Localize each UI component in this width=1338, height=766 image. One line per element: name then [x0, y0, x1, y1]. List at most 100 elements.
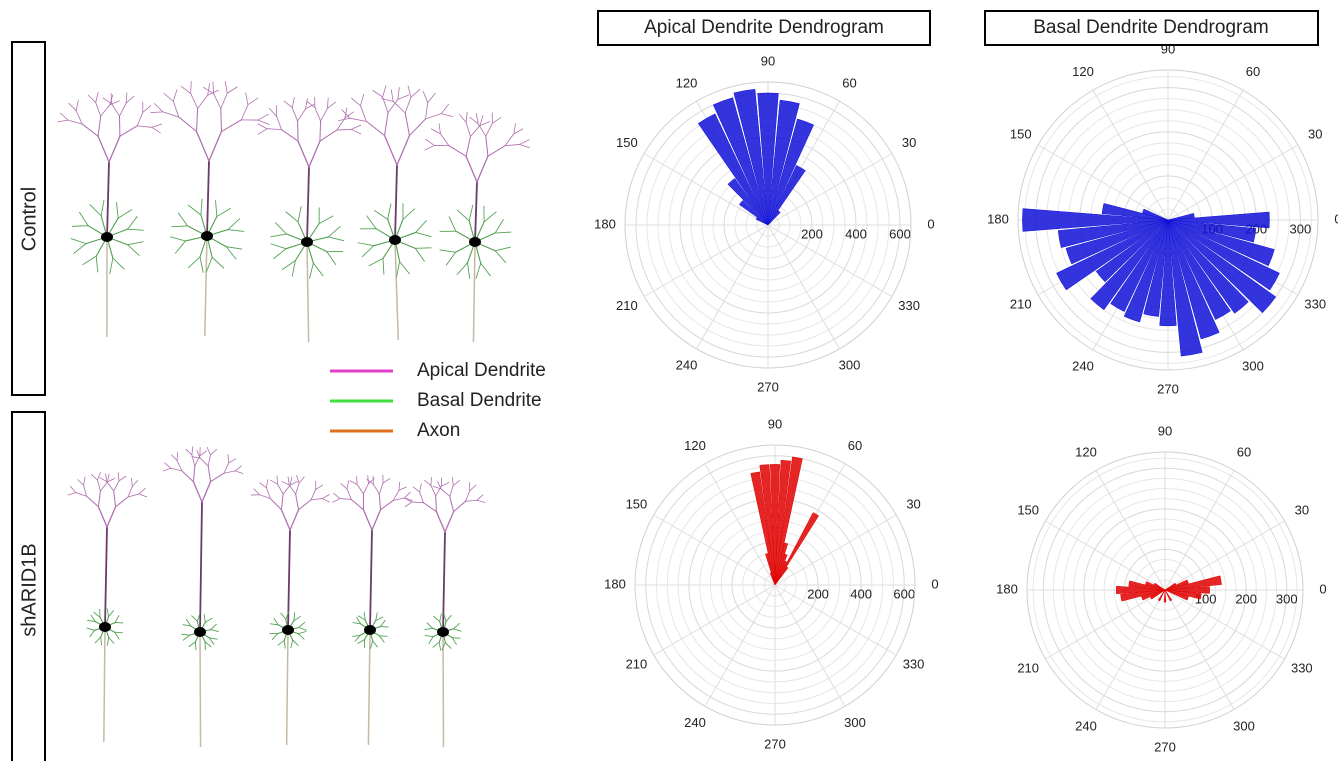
neurite	[381, 500, 394, 509]
neurite	[327, 252, 336, 265]
neurite	[109, 611, 114, 617]
neurite	[281, 494, 283, 510]
neurite	[436, 512, 445, 532]
neurite	[68, 493, 76, 495]
neurite	[296, 494, 299, 510]
neurite	[266, 488, 270, 499]
neurite	[431, 477, 432, 485]
neurite	[408, 86, 411, 98]
neurite	[228, 219, 240, 230]
neurite	[226, 247, 236, 259]
soma	[389, 235, 401, 245]
theta-tick-label: 30	[1308, 126, 1322, 141]
neurite	[109, 637, 114, 643]
neurite	[405, 113, 409, 136]
axon	[287, 630, 288, 745]
apical-trunk	[105, 527, 107, 627]
theta-tick-label: 210	[626, 656, 648, 671]
neurite	[235, 471, 243, 474]
neurite	[132, 480, 138, 486]
neurite	[480, 122, 490, 126]
neurite	[225, 81, 227, 93]
neurite	[441, 482, 448, 486]
neurite	[193, 466, 194, 482]
neurite	[179, 117, 197, 132]
neurite	[385, 136, 397, 165]
neurite	[282, 261, 295, 270]
neurite	[476, 263, 481, 278]
theta-tick-label: 150	[616, 135, 638, 150]
neurite	[270, 480, 277, 484]
neurite	[400, 262, 410, 274]
neurite	[275, 223, 286, 234]
neurite	[367, 216, 376, 229]
neurite	[115, 632, 123, 633]
neurite	[320, 130, 337, 141]
neurite	[278, 640, 284, 645]
theta-tick-label: 330	[1304, 296, 1326, 311]
neurite	[276, 116, 281, 130]
neurite	[189, 642, 195, 647]
neurite	[411, 89, 420, 97]
theta-tick-label: 90	[761, 53, 775, 68]
neurite	[486, 123, 493, 136]
neurite	[366, 121, 384, 135]
neurite	[520, 144, 530, 147]
neurite	[441, 489, 450, 496]
neurite	[114, 481, 119, 491]
neurite	[224, 463, 229, 473]
neurite	[60, 113, 68, 120]
neurite	[71, 239, 86, 244]
neurite	[217, 208, 231, 216]
theta-tick-label: 180	[604, 576, 626, 591]
neurite	[94, 612, 100, 617]
neurite	[226, 247, 242, 249]
spoke	[697, 225, 769, 349]
neurite	[328, 237, 343, 241]
neurite	[327, 98, 328, 108]
neurite	[193, 482, 202, 502]
neurite	[87, 628, 95, 630]
neurite	[316, 485, 323, 489]
neurite	[163, 468, 171, 471]
neurite	[182, 634, 190, 635]
r-tick-label: 400	[850, 586, 872, 601]
neurite	[88, 95, 95, 102]
neurite	[188, 205, 201, 215]
apical-trunk	[475, 182, 477, 242]
spoke	[644, 225, 768, 297]
neurite	[76, 493, 87, 497]
neurite	[266, 480, 267, 488]
soma	[194, 627, 206, 637]
neurite	[415, 248, 431, 249]
neurite	[309, 141, 320, 167]
neurite	[361, 94, 364, 106]
soma	[364, 625, 376, 635]
r-tick-label: 600	[893, 586, 915, 601]
neurite	[373, 641, 378, 647]
apical-trunk	[107, 162, 109, 237]
neurite	[110, 258, 113, 274]
neurite	[111, 93, 112, 103]
neurite	[320, 121, 321, 141]
neurite	[96, 256, 98, 272]
neurite	[454, 629, 462, 631]
neurite	[79, 212, 88, 225]
neurite	[431, 129, 440, 134]
neurite	[269, 108, 276, 116]
neurite	[131, 478, 132, 486]
neurite	[163, 112, 179, 117]
neurite	[379, 636, 384, 642]
neurite	[429, 637, 433, 644]
neurite	[98, 136, 109, 162]
neurite	[477, 156, 488, 182]
neurite	[91, 474, 97, 480]
neurite	[341, 484, 347, 489]
neurite	[441, 104, 448, 113]
neurite	[480, 116, 483, 126]
neurite	[282, 130, 299, 142]
apical-trunk	[370, 530, 372, 630]
neurite	[173, 90, 177, 101]
neurite	[420, 484, 422, 492]
neurite	[207, 447, 210, 455]
